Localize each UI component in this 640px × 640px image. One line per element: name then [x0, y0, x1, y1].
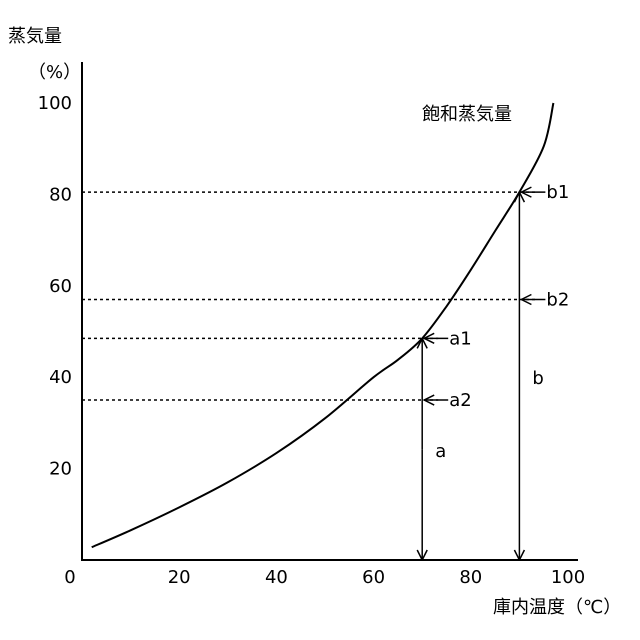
span-label-b: b	[532, 368, 543, 389]
x-tick-label: 20	[168, 567, 191, 588]
x-axis-title: 庫内温度（℃）	[493, 597, 621, 618]
marker-label-b1: b1	[546, 182, 569, 203]
y-axis-title: 蒸気量	[8, 26, 62, 47]
series-label: 飽和蒸気量	[422, 104, 512, 125]
y-axis-unit: （%）	[28, 62, 81, 83]
y-tick-label: 60	[49, 276, 72, 297]
marker-label-b2: b2	[546, 290, 569, 311]
y-tick-label: 20	[49, 459, 72, 480]
x-tick-label: 80	[459, 567, 482, 588]
x-tick-label: 60	[362, 567, 385, 588]
x-tick-label: 100	[551, 567, 585, 588]
y-tick-label: 40	[49, 367, 72, 388]
x-tick-label: 40	[265, 567, 288, 588]
marker-label-a1: a1	[449, 328, 471, 349]
y-tick-label: 80	[49, 184, 72, 205]
marker-label-a2: a2	[449, 390, 471, 411]
span-label-a: a	[435, 441, 446, 462]
y-tick-label: 100	[38, 93, 72, 114]
origin-label: 0	[64, 567, 75, 588]
saturation-curve	[92, 103, 554, 547]
